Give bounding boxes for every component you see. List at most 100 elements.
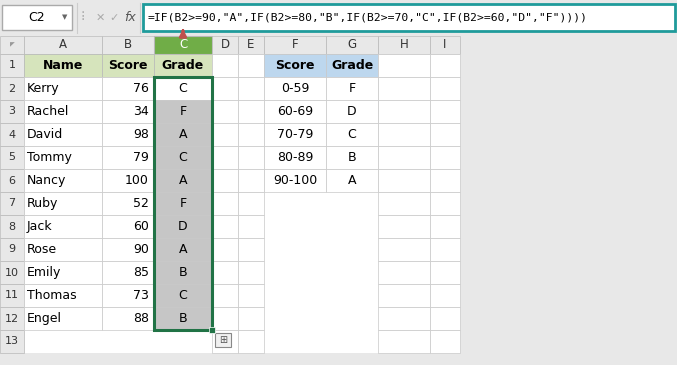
Text: ▼: ▼ [62, 15, 68, 20]
Text: 76: 76 [133, 82, 149, 95]
Bar [430, 169, 460, 192]
Bar [24, 261, 102, 284]
Text: Rose: Rose [27, 243, 57, 256]
Text: 79: 79 [133, 151, 149, 164]
Text: D: D [178, 220, 188, 233]
Bar [24, 54, 102, 77]
Text: B: B [179, 266, 188, 279]
Text: 10: 10 [5, 268, 19, 277]
Bar [264, 146, 326, 169]
Bar [238, 100, 264, 123]
Bar [378, 215, 430, 238]
Bar [154, 215, 212, 238]
Bar [212, 123, 238, 146]
Text: 98: 98 [133, 128, 149, 141]
Bar [326, 169, 378, 192]
Text: ✕: ✕ [95, 12, 105, 23]
Bar [102, 238, 154, 261]
Text: I: I [443, 38, 447, 51]
Bar [0, 192, 24, 215]
Text: 52: 52 [133, 197, 149, 210]
Text: E: E [247, 38, 255, 51]
Bar [102, 36, 154, 54]
Bar [24, 100, 102, 123]
Bar [209, 327, 215, 333]
Bar [378, 238, 430, 261]
Bar [24, 307, 102, 330]
Bar [378, 261, 430, 284]
Text: Rachel: Rachel [27, 105, 69, 118]
Text: Engel: Engel [27, 312, 62, 325]
Text: ◤: ◤ [9, 42, 14, 47]
Text: 34: 34 [133, 105, 149, 118]
Bar [0, 54, 24, 77]
Bar [212, 100, 238, 123]
Bar [0, 238, 24, 261]
Text: 2: 2 [8, 84, 16, 93]
Text: 90: 90 [133, 243, 149, 256]
Bar [0, 169, 24, 192]
Text: 100: 100 [125, 174, 149, 187]
Bar [24, 77, 102, 100]
Text: Name: Name [43, 59, 83, 72]
Text: Grade: Grade [162, 59, 204, 72]
Bar [430, 238, 460, 261]
Bar [0, 146, 24, 169]
Text: Nancy: Nancy [27, 174, 66, 187]
Text: 90-100: 90-100 [273, 174, 317, 187]
Text: C: C [179, 38, 187, 51]
Bar [0, 307, 24, 330]
Bar [264, 77, 326, 100]
Text: 85: 85 [133, 266, 149, 279]
Bar [154, 146, 212, 169]
Text: Thomas: Thomas [27, 289, 77, 302]
Bar [378, 54, 430, 77]
Text: ⊞: ⊞ [219, 335, 227, 345]
Bar [378, 169, 430, 192]
Text: Jack: Jack [27, 220, 53, 233]
Bar [24, 36, 102, 54]
Text: =IF(B2>=90,"A",IF(B2>=80,"B",IF(B2>=70,"C",IF(B2>=60,"D","F")))): =IF(B2>=90,"A",IF(B2>=80,"B",IF(B2>=70,"… [148, 12, 588, 23]
Bar [102, 261, 154, 284]
Text: Emily: Emily [27, 266, 62, 279]
Bar [154, 54, 212, 77]
Text: 7: 7 [8, 199, 16, 208]
Bar [0, 100, 24, 123]
Bar [430, 192, 460, 215]
Bar [212, 307, 238, 330]
Text: 73: 73 [133, 289, 149, 302]
Text: F: F [349, 82, 355, 95]
Text: 60-69: 60-69 [277, 105, 313, 118]
Bar [238, 215, 264, 238]
Bar [326, 36, 378, 54]
Text: 70-79: 70-79 [277, 128, 313, 141]
Bar [0, 0, 677, 36]
Bar [24, 146, 102, 169]
Bar [102, 169, 154, 192]
Bar [238, 123, 264, 146]
Bar [264, 169, 326, 192]
Bar [0, 215, 24, 238]
Text: A: A [179, 174, 188, 187]
Text: Score: Score [276, 59, 315, 72]
Bar [24, 215, 102, 238]
Bar [326, 146, 378, 169]
Bar [212, 146, 238, 169]
Bar [378, 100, 430, 123]
Bar [238, 261, 264, 284]
Bar [430, 100, 460, 123]
Text: D: D [221, 38, 230, 51]
Bar [430, 215, 460, 238]
Bar [154, 36, 212, 54]
Bar [154, 123, 212, 146]
Bar [215, 333, 231, 347]
Text: 0-59: 0-59 [281, 82, 309, 95]
Bar [0, 330, 24, 353]
Bar [154, 77, 212, 100]
Text: F: F [179, 197, 187, 210]
Bar [326, 123, 378, 146]
Text: F: F [179, 105, 187, 118]
Bar [102, 100, 154, 123]
Bar [102, 215, 154, 238]
Bar [0, 261, 24, 284]
